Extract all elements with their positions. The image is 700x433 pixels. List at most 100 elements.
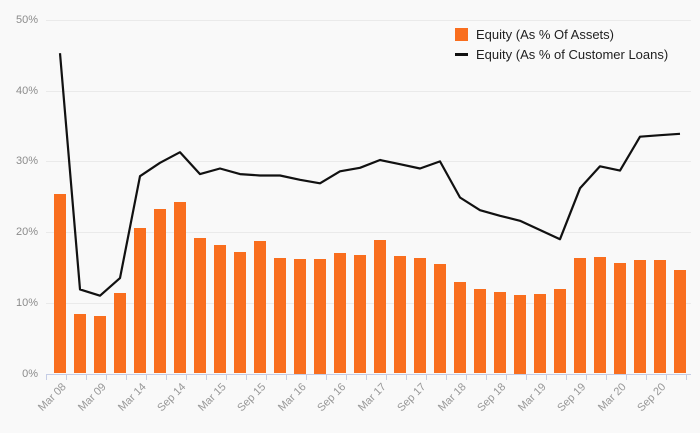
- bar-Mar 18: [453, 281, 467, 374]
- x-axis-tick-label: Sep 19: [555, 381, 589, 415]
- x-axis-tick-label: Mar 09: [75, 381, 109, 414]
- bar-period-30: [633, 259, 647, 374]
- bar-period-12: [273, 257, 287, 374]
- x-axis-tick: [646, 375, 647, 380]
- x-axis-tick: [146, 375, 147, 380]
- legend-line-swatch-icon: [455, 53, 468, 56]
- y-axis-tick-label: 30%: [15, 155, 38, 168]
- x-axis-tick: [666, 375, 667, 380]
- bar-period-6: [153, 208, 167, 374]
- bar-period-4: [113, 292, 127, 374]
- legend: Equity (As % Of Assets) Equity (As % of …: [455, 27, 668, 67]
- x-axis-tick-label: Sep 17: [395, 381, 429, 415]
- x-axis-tick-label: Mar 08: [35, 381, 69, 414]
- y-axis-tick-label: 10%: [15, 296, 38, 309]
- bar-period-8: [193, 237, 207, 374]
- x-axis-tick: [466, 375, 467, 380]
- x-axis-tick-label: Mar 16: [275, 381, 309, 414]
- bar-Sep 15: [253, 241, 267, 374]
- x-axis-tick: [206, 375, 207, 380]
- bar-period-22: [473, 288, 487, 374]
- y-axis-tick-label: 40%: [15, 84, 38, 97]
- bar-period-20: [433, 263, 447, 374]
- legend-item-assets[interactable]: Equity (As % Of Assets): [455, 27, 668, 42]
- x-axis-tick: [366, 375, 367, 380]
- bar-Sep 16: [333, 253, 347, 374]
- y-axis-tick-label: 20%: [15, 226, 38, 239]
- bar-Sep 19: [573, 258, 587, 374]
- x-axis-tick-label: Sep 20: [635, 381, 669, 415]
- x-axis-tick-label: Sep 16: [315, 381, 349, 415]
- bar-period-14: [313, 259, 327, 374]
- bar-Sep 20: [653, 260, 667, 374]
- bar-period-26: [553, 288, 567, 374]
- x-axis-tick: [426, 375, 427, 380]
- x-axis-tick: [46, 375, 47, 380]
- x-axis-tick: [586, 375, 587, 380]
- bar-period-28: [593, 256, 607, 374]
- bar-Mar 19: [533, 293, 547, 374]
- x-axis-tick: [186, 375, 187, 380]
- bar-Mar 14: [133, 227, 147, 374]
- legend-label-customer-loans: Equity (As % of Customer Loans): [476, 47, 669, 62]
- x-axis-tick: [526, 375, 527, 380]
- bar-period-24: [513, 295, 527, 374]
- y-axis-tick-label: 0%: [22, 367, 38, 380]
- x-axis-line: [46, 374, 691, 375]
- bar-Mar 16: [293, 259, 307, 374]
- x-axis-tick-label: Sep 14: [155, 381, 189, 415]
- bar-Mar 09: [93, 316, 107, 374]
- bar-Mar 08: [53, 193, 67, 374]
- x-axis-tick: [566, 375, 567, 380]
- x-axis-tick-label: Mar 15: [195, 381, 229, 414]
- x-axis-tick: [226, 375, 227, 380]
- x-axis-tick: [386, 375, 387, 380]
- bar-Mar 15: [213, 244, 227, 374]
- x-axis-tick: [246, 375, 247, 380]
- x-axis-tick: [346, 375, 347, 380]
- x-axis-tick-label: Mar 17: [355, 381, 389, 414]
- x-axis-tick: [546, 375, 547, 380]
- bar-Sep 17: [413, 257, 427, 374]
- x-axis-tick-label: Mar 14: [115, 381, 149, 414]
- x-axis-tick: [126, 375, 127, 380]
- x-axis-tick-label: Sep 18: [475, 381, 509, 415]
- gridline-40: [46, 90, 691, 92]
- bar-Mar 17: [373, 239, 387, 374]
- bar-Sep 14: [173, 202, 187, 374]
- x-axis-tick: [446, 375, 447, 380]
- x-axis-tick: [86, 375, 87, 380]
- x-axis-tick: [106, 375, 107, 380]
- x-axis-tick: [66, 375, 67, 380]
- x-axis-tick: [486, 375, 487, 380]
- x-axis-tick: [406, 375, 407, 380]
- x-axis-tick-label: Mar 18: [435, 381, 469, 414]
- legend-bar-swatch-icon: [455, 28, 468, 41]
- x-axis-tick: [266, 375, 267, 380]
- bar-period-2: [73, 314, 87, 374]
- y-axis-tick-label: 50%: [15, 14, 38, 26]
- x-axis-tick-label: Mar 19: [515, 381, 549, 414]
- gridline-30: [46, 161, 691, 163]
- legend-item-customer-loans[interactable]: Equity (As % of Customer Loans): [455, 47, 668, 62]
- gridline-10: [46, 302, 691, 304]
- bar-period-32: [673, 269, 687, 374]
- gridline-50: [46, 20, 691, 21]
- x-axis-tick: [306, 375, 307, 380]
- x-axis-tick: [626, 375, 627, 380]
- x-axis-tick-label: Sep 15: [235, 381, 269, 415]
- bar-Mar 20: [613, 262, 627, 374]
- bar-Sep 18: [493, 292, 507, 374]
- bar-period-18: [393, 256, 407, 374]
- legend-label-assets: Equity (As % Of Assets): [476, 27, 614, 42]
- x-axis-tick: [286, 375, 287, 380]
- x-axis-tick: [606, 375, 607, 380]
- x-axis-tick: [686, 375, 687, 380]
- bar-period-16: [353, 255, 367, 374]
- x-axis-tick: [166, 375, 167, 380]
- x-axis-tick: [326, 375, 327, 380]
- x-axis-tick: [506, 375, 507, 380]
- bar-period-10: [233, 251, 247, 374]
- x-axis-tick-label: Mar 20: [595, 381, 629, 414]
